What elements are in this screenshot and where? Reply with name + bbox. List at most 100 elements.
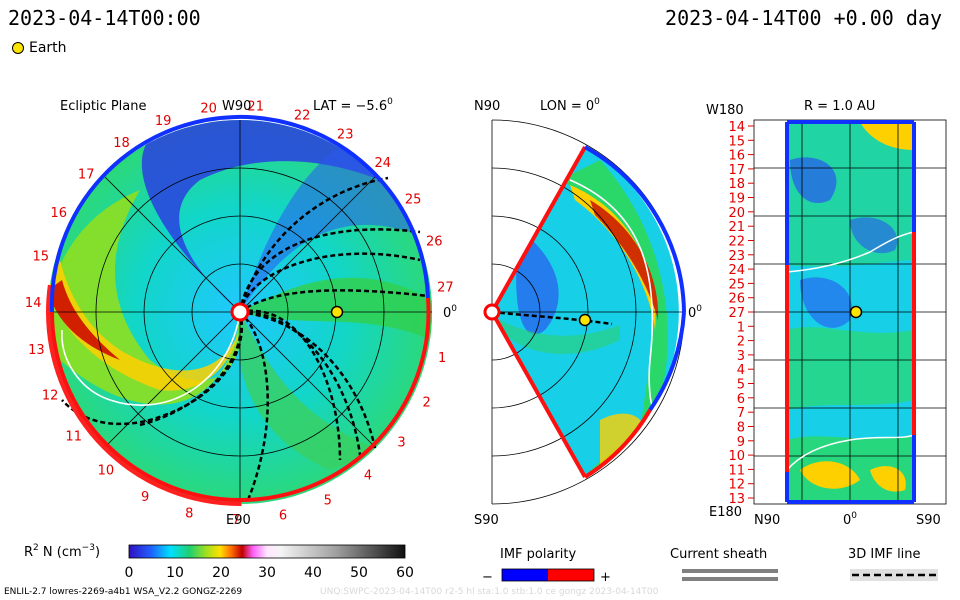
ecliptic-title: Ecliptic Plane	[60, 99, 146, 114]
sphere-y-label: 8	[737, 421, 745, 436]
imf-line-legend: 3D IMF line	[848, 547, 938, 581]
imf-minus-label: −	[482, 570, 493, 585]
sun-icon	[230, 302, 250, 322]
sphere-bottom-left: E180	[709, 505, 742, 520]
imf-line-title: 3D IMF line	[848, 547, 921, 562]
sphere-y-label: 14	[728, 120, 745, 135]
carrington-number: 24	[375, 156, 392, 171]
colorbar-tick-label: 50	[350, 565, 368, 581]
carrington-number: 13	[28, 343, 45, 358]
sphere-y-label: 2	[737, 335, 745, 350]
colorbar-tick-label: 10	[166, 565, 184, 581]
carrington-number: 2	[422, 396, 430, 411]
ecliptic-top-axis: W90	[222, 99, 251, 114]
sphere-y-label: 19	[728, 192, 745, 207]
sphere-y-label: 26	[728, 292, 745, 307]
sphere-y-label: 21	[728, 220, 745, 235]
current-sheath-legend: Current sheath	[670, 547, 778, 581]
ecliptic-right-axis: 00	[443, 304, 457, 321]
colorbar-tick-label: 60	[396, 565, 414, 581]
sun-icon-meridional	[483, 303, 501, 321]
sphere-y-label: 16	[728, 149, 745, 164]
sphere-y-label: 22	[728, 235, 745, 250]
sphere-y-label: 23	[728, 249, 745, 264]
sphere-y-label: 5	[737, 378, 745, 393]
colorbar-label: R2 N (cm−3)	[24, 543, 100, 560]
colorbar-gradient	[128, 544, 406, 559]
meridional-plane-panel: N90 LON = 00 S90 00	[474, 97, 702, 528]
earth-marker-sphere	[849, 305, 863, 319]
carrington-number: 17	[78, 168, 95, 183]
carrington-number: 22	[294, 109, 311, 124]
footer-run-info: UNQ:SWPC-2023-04-14T00 r2-5 hl sta:1.0 s…	[320, 587, 659, 597]
sphere-y-label: 13	[728, 492, 745, 507]
carrington-number: 18	[113, 136, 130, 151]
sphere-y-label: 17	[728, 163, 745, 178]
footer-model-info: ENLIL-2.7 lowres-2269-a4b1 WSA_V2.2 GONG…	[4, 587, 243, 597]
carrington-number: 19	[155, 114, 172, 129]
carrington-number: 6	[279, 509, 287, 524]
sphere-x-label-0: 00	[843, 511, 857, 528]
sphere-y-label: 1	[737, 320, 745, 335]
sphere-x-label-s90: S90	[916, 513, 941, 528]
carrington-number: 11	[65, 429, 82, 444]
carrington-number: 21	[247, 100, 264, 115]
ecliptic-lat-label: LAT = −5.60	[313, 97, 393, 114]
colorbar-tick-label: 0	[125, 565, 134, 581]
sphere-y-label: 4	[737, 363, 745, 378]
imf-polarity-legend: IMF polarity − +	[482, 547, 611, 585]
meridional-title: LON = 00	[540, 97, 600, 114]
carrington-number: 1	[438, 351, 446, 366]
carrington-number: 20	[200, 101, 217, 116]
imf-negative-swatch	[502, 569, 548, 581]
carrington-number: 15	[33, 250, 50, 265]
imf-positive-swatch	[548, 569, 594, 581]
meridional-bottom-left: S90	[474, 513, 499, 528]
carrington-number: 5	[324, 494, 332, 509]
carrington-number: 9	[141, 490, 149, 505]
colorbar-tick-label: 40	[304, 565, 322, 581]
carrington-number: 25	[405, 192, 422, 207]
sphere-title: R = 1.0 AU	[804, 99, 875, 114]
sphere-y-label: 20	[728, 206, 745, 221]
earth-legend: Earth	[12, 40, 67, 56]
sphere-y-label: 15	[728, 134, 745, 149]
carrington-number: 7	[232, 513, 240, 528]
sphere-y-label: 25	[728, 277, 745, 292]
meridional-right-axis: 00	[688, 304, 702, 321]
colorbar-tick-label: 20	[212, 565, 230, 581]
earth-marker-ecliptic	[330, 305, 344, 319]
sphere-y-label: 11	[728, 463, 745, 478]
sphere-y-label: 10	[728, 449, 745, 464]
current-sheath-title: Current sheath	[670, 547, 767, 562]
sphere-r1au-panel: 1415161718192021222324252627123456789101…	[706, 99, 947, 528]
imf-polarity-title: IMF polarity	[500, 547, 576, 562]
carrington-number: 8	[185, 507, 193, 522]
ecliptic-polarity-ring	[46, 118, 434, 506]
imf-plus-label: +	[600, 570, 611, 585]
sphere-y-label: 24	[728, 263, 745, 278]
sphere-y-label: 3	[737, 349, 745, 364]
meridional-top-left: N90	[474, 99, 500, 114]
sphere-y-label: 18	[728, 177, 745, 192]
carrington-number: 3	[397, 436, 405, 451]
sphere-y-label: 6	[737, 392, 745, 407]
carrington-number: 4	[364, 469, 372, 484]
carrington-number: 26	[426, 235, 443, 250]
sphere-y-label: 7	[737, 406, 745, 421]
sphere-x-label-n90: N90	[754, 513, 780, 528]
colorbar-tick-label: 30	[258, 565, 276, 581]
sphere-y-label: 27	[728, 306, 745, 321]
current-sheath-line-icon	[682, 569, 778, 573]
carrington-number: 27	[437, 280, 454, 295]
earth-marker-meridional	[578, 313, 592, 327]
earth-legend-label: Earth	[29, 40, 67, 56]
carrington-number: 16	[51, 206, 68, 221]
carrington-number: 10	[98, 464, 115, 479]
carrington-number: 23	[337, 128, 354, 143]
carrington-number: 12	[42, 388, 59, 403]
earth-marker-icon	[12, 42, 24, 54]
sphere-top-left: W180	[706, 103, 744, 118]
